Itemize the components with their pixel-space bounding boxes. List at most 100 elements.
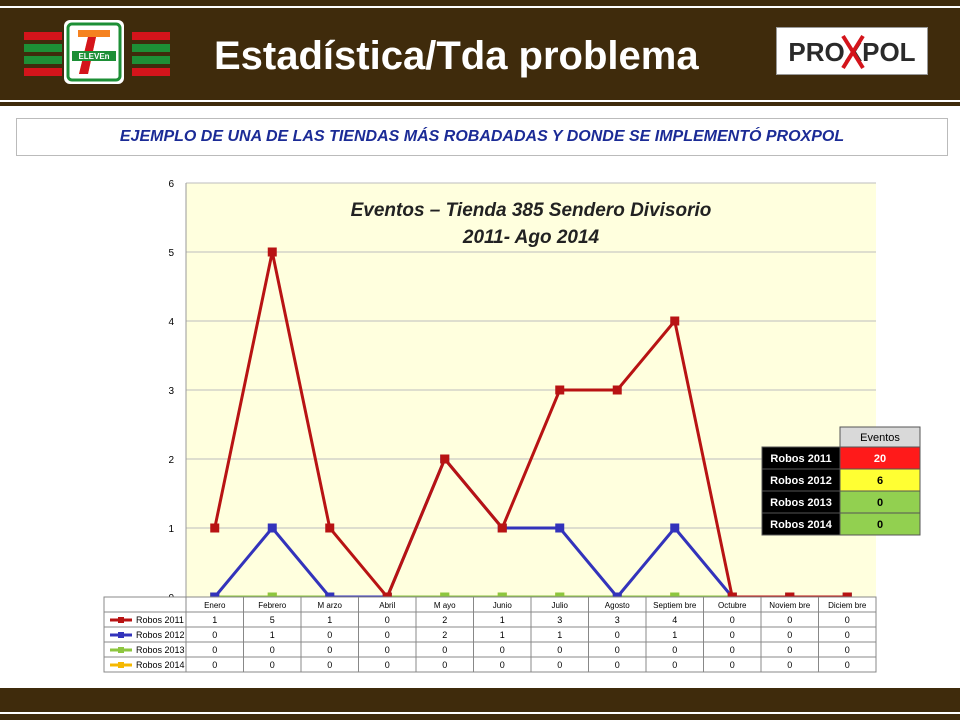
- data-table-value: 0: [212, 630, 217, 640]
- data-point: [670, 523, 680, 533]
- data-table-value: 0: [327, 630, 332, 640]
- data-table-value: 0: [615, 660, 620, 670]
- data-point: [555, 385, 565, 395]
- data-table-value: 0: [270, 660, 275, 670]
- data-table-value: 1: [672, 630, 677, 640]
- seven-eleven-logo-text: ELEVEn: [78, 52, 109, 61]
- legend-swatch-marker: [118, 662, 124, 668]
- x-tick-label: Agosto: [605, 601, 630, 610]
- data-table-value: 1: [557, 630, 562, 640]
- chart-subtitle: 2011- Ago 2014: [462, 227, 600, 248]
- data-table-value: 0: [615, 630, 620, 640]
- data-table-value: 2: [442, 615, 447, 625]
- y-tick-label: 2: [168, 455, 174, 466]
- data-table-value: 2: [442, 630, 447, 640]
- y-tick-label: 1: [168, 524, 174, 535]
- data-table-value: 0: [500, 645, 505, 655]
- data-table-value: 0: [557, 645, 562, 655]
- header-top-line: [0, 6, 960, 8]
- summary-row-label: Robos 2013: [770, 497, 832, 509]
- data-table-value: 0: [730, 660, 735, 670]
- data-table-value: 0: [845, 615, 850, 625]
- summary-row-label: Robos 2012: [770, 475, 832, 487]
- x-tick-label: Diciem bre: [828, 601, 867, 610]
- x-tick-label: M arzo: [318, 601, 343, 610]
- data-point: [612, 385, 622, 395]
- data-table-value: 5: [270, 615, 275, 625]
- data-point: [555, 523, 565, 533]
- data-table-value: 0: [385, 630, 390, 640]
- right-stripes-icon: [132, 32, 170, 78]
- summary-row-label: Robos 2011: [770, 453, 831, 465]
- y-axis-ticks: 0123456: [168, 179, 174, 604]
- y-tick-label: 3: [168, 386, 174, 397]
- data-table-value: 0: [212, 645, 217, 655]
- subtitle-banner: EJEMPLO DE UNA DE LAS TIENDAS MÁS ROBADA…: [16, 118, 948, 156]
- legend-label: Robos 2012: [136, 630, 185, 640]
- data-table: Enero Febrero M arzo Abril M ayo Junio Julio Ag…: [103, 596, 877, 673]
- x-tick-label: Abril: [379, 601, 395, 610]
- data-table-value: 3: [557, 615, 562, 625]
- data-table-value: 0: [845, 660, 850, 670]
- data-table-value: 1: [500, 630, 505, 640]
- data-point: [267, 523, 277, 533]
- page-subtitle: EJEMPLO DE UNA DE LAS TIENDAS MÁS ROBADA…: [119, 128, 845, 145]
- x-tick-label: Septiem bre: [653, 601, 697, 610]
- data-table-value: 0: [730, 645, 735, 655]
- header-bottom-line: [0, 100, 960, 102]
- summary-row-label: Robos 2014: [770, 519, 833, 531]
- x-tick-label: Noviem bre: [769, 601, 810, 610]
- x-tick-label: Junio: [493, 601, 513, 610]
- data-table-value: 0: [787, 645, 792, 655]
- data-table-value: 1: [327, 615, 332, 625]
- page-title: Estadística/Tda problema: [214, 34, 699, 78]
- legend-swatch-marker: [118, 647, 124, 653]
- y-tick-label: 6: [168, 179, 174, 190]
- legend-label: Robos 2011: [136, 615, 184, 625]
- data-table-value: 0: [385, 615, 390, 625]
- data-table-value: 0: [327, 660, 332, 670]
- data-table-value: 0: [270, 645, 275, 655]
- footer-line: [0, 712, 960, 714]
- data-table-frame: [103, 596, 877, 673]
- summary-table: Eventos Robos 2011 20 Robos 2012 6 Robos 2013…: [761, 426, 921, 536]
- data-table-value: 0: [845, 630, 850, 640]
- seven-eleven-logo: ELEVEn: [64, 20, 124, 84]
- data-table-value: 0: [615, 645, 620, 655]
- data-point: [440, 454, 450, 464]
- y-tick-label: 5: [168, 248, 174, 259]
- data-table-value: 1: [270, 630, 275, 640]
- data-point: [670, 316, 680, 326]
- data-table-value: 0: [385, 645, 390, 655]
- footer-bar: [0, 688, 960, 720]
- data-table-value: 0: [672, 645, 677, 655]
- summary-row-value: 20: [874, 453, 886, 465]
- data-table-value: 4: [672, 615, 677, 625]
- data-table-value: 0: [672, 660, 677, 670]
- legend-swatch-marker: [118, 632, 124, 638]
- x-tick-label: Julio: [552, 601, 569, 610]
- x-tick-label: Enero: [204, 601, 226, 610]
- x-tick-label: M ayo: [434, 601, 456, 610]
- data-table-value: 0: [327, 645, 332, 655]
- y-tick-label: 4: [168, 317, 174, 328]
- proxpol-logo: PROXPOL: [776, 27, 928, 75]
- chart-title: Eventos – Tienda 385 Sendero Divisorio: [351, 200, 712, 221]
- data-table-value: 0: [500, 660, 505, 670]
- summary-header: Eventos: [860, 432, 900, 444]
- data-point: [210, 523, 220, 533]
- data-table-value: 0: [787, 660, 792, 670]
- x-tick-label: Febrero: [258, 601, 287, 610]
- data-table-value: 0: [787, 615, 792, 625]
- data-table-value: 0: [787, 630, 792, 640]
- summary-row-value: 0: [877, 497, 883, 509]
- legend-label: Robos 2013: [136, 645, 185, 655]
- left-stripes-icon: [24, 32, 62, 78]
- data-table-value: 3: [615, 615, 620, 625]
- data-point: [267, 247, 277, 257]
- legend-swatch-marker: [118, 617, 124, 623]
- data-table-value: 1: [500, 615, 505, 625]
- data-table-value: 0: [730, 615, 735, 625]
- data-point: [325, 523, 335, 533]
- data-table-value: 1: [212, 615, 217, 625]
